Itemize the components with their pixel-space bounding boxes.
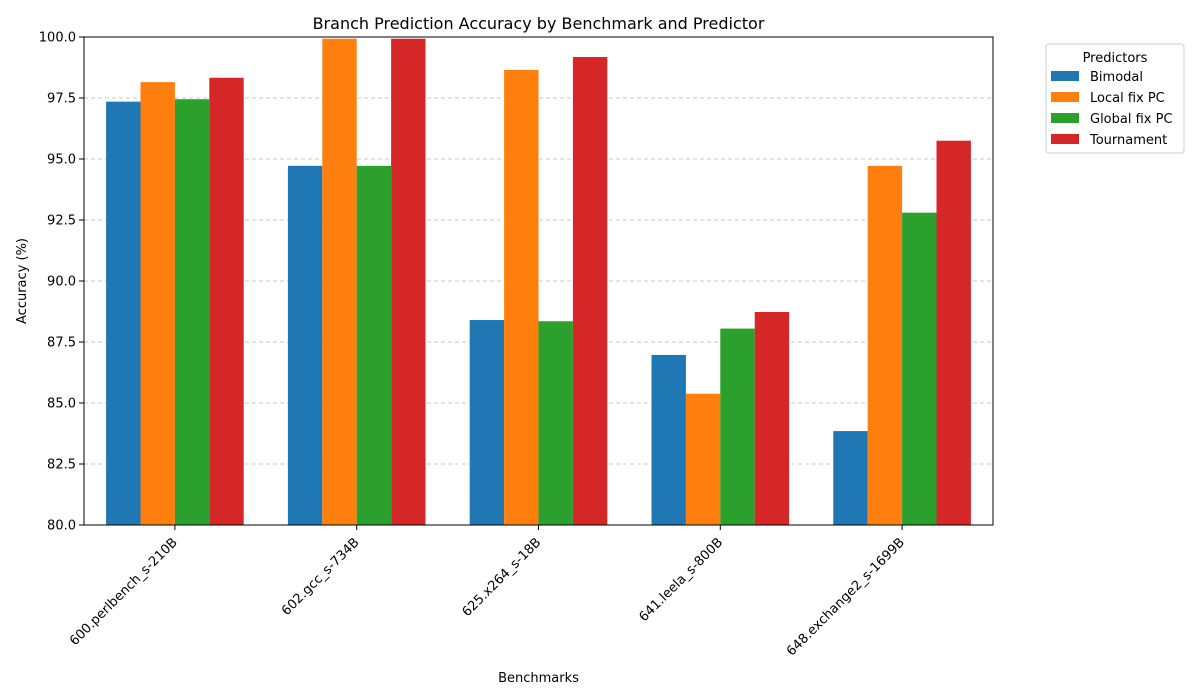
bar-global-fix-pc (356, 165, 392, 525)
bar-tournament (936, 140, 971, 525)
bar-global-fix-pc (720, 328, 755, 525)
bar-bimodal (287, 165, 323, 525)
bar-tournament (391, 38, 426, 525)
y-tick-label: 85.0 (47, 397, 76, 412)
legend-box (1045, 43, 1185, 154)
legend-label: Tournament (1089, 133, 1167, 148)
legend: Predictors Bimodal Local fix PC Global fix… (1045, 43, 1185, 154)
bar-local-fix-pc (867, 165, 903, 525)
x-tick-label: 602.gcc_s-734B (279, 535, 363, 619)
legend-swatch (1051, 134, 1079, 144)
bar-bimodal (469, 320, 505, 525)
bar-local-fix-pc (504, 69, 539, 525)
x-axis-label: Benchmarks (498, 671, 579, 686)
x-tick-label: 648.exchange2_s-1699B (784, 535, 908, 659)
y-tick-label: 80.0 (47, 519, 76, 534)
y-axis-label: Accuracy (%) (15, 238, 30, 324)
bar-tournament (754, 311, 790, 525)
y-tick-label: 92.5 (47, 214, 76, 229)
y-tick-label: 87.5 (47, 336, 76, 351)
y-tick-label: 95.0 (47, 153, 76, 168)
chart-title: Branch Prediction Accuracy by Benchmark … (313, 14, 765, 33)
bars (106, 38, 971, 526)
legend-swatch (1051, 71, 1079, 81)
y-tick-label: 100.0 (39, 31, 76, 46)
x-tick-label: 625.x264_s-18B (460, 535, 545, 620)
legend-items: Bimodal Local fix PC Global fix PC Tourname… (1051, 70, 1173, 148)
bar-bimodal (833, 431, 868, 525)
legend-label: Bimodal (1090, 70, 1143, 85)
bar-global-fix-pc (902, 212, 937, 525)
x-tick-label: 600.perlbench_s-210B (67, 535, 181, 649)
x-tick-label: 641.leela_s-800B (636, 535, 726, 625)
bar-tournament (209, 77, 244, 526)
bar-global-fix-pc (538, 321, 573, 525)
bar-local-fix-pc (322, 38, 357, 525)
bar-bimodal (651, 354, 686, 525)
legend-label: Global fix PC (1090, 112, 1173, 127)
y-tick-label: 82.5 (47, 458, 76, 473)
legend-label: Local fix PC (1090, 91, 1165, 106)
x-axis: 600.perlbench_s-210B 602.gcc_s-734B 625.x2… (67, 525, 908, 659)
y-tick-label: 90.0 (47, 275, 76, 290)
y-tick-label: 97.5 (47, 92, 76, 107)
y-axis: 80.0 82.5 85.0 87.5 90.0 92.5 95.0 97.5 100.0 (39, 31, 84, 534)
bar-global-fix-pc (174, 99, 210, 525)
legend-title: Predictors (1083, 51, 1148, 66)
bar-bimodal (106, 101, 141, 525)
bar-tournament (572, 57, 608, 526)
legend-swatch (1051, 92, 1079, 102)
bar-local-fix-pc (685, 393, 721, 525)
legend-swatch (1051, 113, 1079, 123)
bar-local-fix-pc (140, 82, 175, 525)
